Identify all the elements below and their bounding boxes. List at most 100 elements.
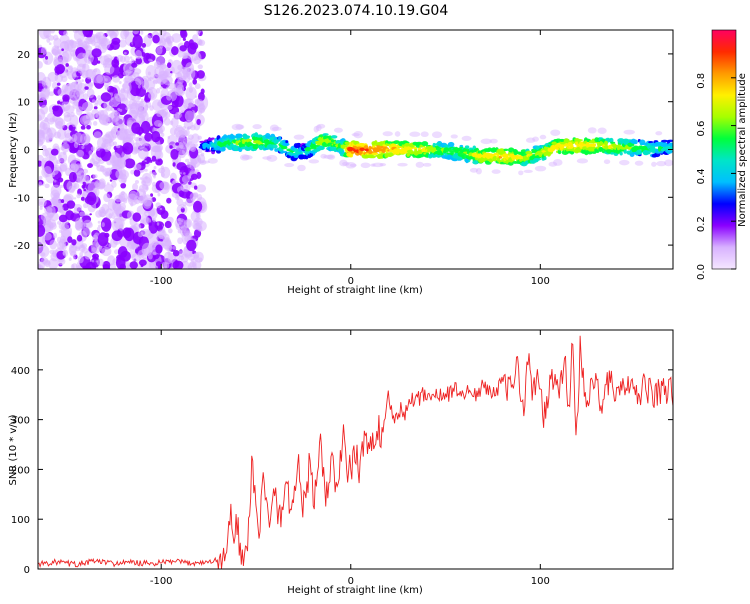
noise-blob [64, 39, 74, 52]
snr-x-ticks: -100 0 100 [150, 330, 550, 587]
noise-blob [81, 184, 86, 189]
spectral-band-blob [513, 149, 518, 156]
noise-blob [46, 38, 51, 43]
noise-blob [65, 63, 69, 67]
noise-blob [140, 263, 144, 268]
noise-blob [71, 239, 77, 246]
noise-blob [93, 160, 99, 167]
snr-y-axis-label: SNR (10 * v/v) [8, 414, 19, 485]
spectral-halo-blob [353, 131, 363, 139]
noise-blob [180, 219, 184, 223]
noise-blob [63, 224, 70, 230]
spectral-band-blob [256, 134, 263, 138]
noise-blob [66, 200, 76, 209]
colorbar: 0.0 0.2 0.4 0.6 0.8 Normalized spectral ampl… [696, 29, 748, 280]
noise-blob [86, 266, 92, 269]
spectral-band-blob [662, 142, 669, 148]
noise-blob [145, 143, 150, 147]
noise-blob [75, 106, 84, 113]
spectral-band-blob [648, 140, 654, 144]
noise-blob [144, 132, 153, 142]
spectral-halo-blob [597, 127, 607, 135]
spectral-band-blob [370, 155, 376, 159]
noise-blob [51, 81, 58, 90]
spectral-halo-blob [239, 154, 250, 161]
noise-blob [175, 130, 186, 142]
noise-blob [63, 114, 72, 122]
noise-blob [140, 120, 151, 134]
noise-blob [76, 193, 81, 199]
noise-blob [182, 37, 186, 41]
noise-blob [166, 94, 173, 101]
noise-blob [97, 95, 102, 100]
spectral-band-blob [633, 139, 638, 145]
noise-blob [161, 261, 168, 269]
noise-blob [183, 172, 186, 175]
noise-blob [196, 148, 203, 154]
spectral-halo-blob [284, 163, 295, 168]
noise-blob [142, 194, 153, 207]
noise-blob [140, 228, 152, 238]
noise-blob [196, 30, 202, 34]
noise-blob [57, 177, 64, 183]
noise-blob [102, 260, 111, 269]
spectral-halo-blob [469, 167, 479, 173]
noise-blob [60, 146, 65, 151]
noise-blob [162, 236, 171, 247]
colorbar-tick-label: 0.0 [696, 264, 707, 280]
noise-blob [198, 257, 203, 263]
noise-blob [137, 95, 142, 100]
y-tick-label: 0 [24, 565, 30, 576]
noise-blob [57, 88, 65, 97]
noise-blob [82, 40, 90, 50]
noise-blob [104, 85, 110, 91]
spectral-halo-blob [539, 134, 547, 140]
spectral-band-blob [309, 143, 317, 148]
spectral-band-blob [595, 150, 600, 153]
noise-blob [141, 242, 153, 257]
noise-blob [38, 241, 44, 255]
colorbar-tick-label: 0.6 [696, 121, 707, 137]
noise-blob [61, 48, 64, 51]
noise-blob [45, 35, 49, 39]
noise-blob [177, 50, 184, 58]
noise-blob [112, 141, 118, 146]
noise-blob [72, 147, 78, 153]
spectral-halo-blob [552, 159, 563, 166]
spectral-halo-blob [394, 131, 401, 137]
noise-blob [82, 93, 89, 101]
spectral-band-blob [610, 141, 616, 145]
noise-blob [76, 52, 88, 68]
noise-blob [46, 112, 56, 125]
spectral-halo-blob [339, 159, 348, 167]
noise-blob [152, 251, 157, 256]
noise-blob [189, 192, 197, 201]
noise-blob [62, 249, 69, 257]
noise-blob [81, 79, 84, 82]
noise-blob [132, 34, 143, 49]
colorbar-gradient [711, 29, 737, 270]
noise-blob [194, 83, 201, 90]
noise-blob [144, 160, 147, 163]
noise-blob [56, 82, 61, 86]
spectral-band-blob [298, 151, 303, 155]
spectral-halo-blob [576, 158, 589, 164]
spectral-halo-blob [360, 162, 371, 169]
noise-blob [49, 212, 59, 222]
spectral-band-blob [278, 136, 282, 142]
x-tick-label: 100 [531, 276, 550, 287]
noise-blob [93, 34, 98, 39]
noise-blob [96, 258, 104, 267]
spectral-band-blob [317, 145, 325, 151]
noise-blob [114, 194, 124, 203]
noise-blob [178, 221, 182, 225]
noise-blob [80, 70, 86, 77]
spectral-halo-blob [351, 132, 360, 137]
spectral-halo-blob [200, 160, 211, 164]
noise-blob [53, 179, 57, 183]
spectral-halo-blob [450, 134, 458, 139]
noise-blob [185, 158, 190, 163]
noise-blob [84, 86, 89, 90]
spectral-band-blob [244, 135, 251, 139]
